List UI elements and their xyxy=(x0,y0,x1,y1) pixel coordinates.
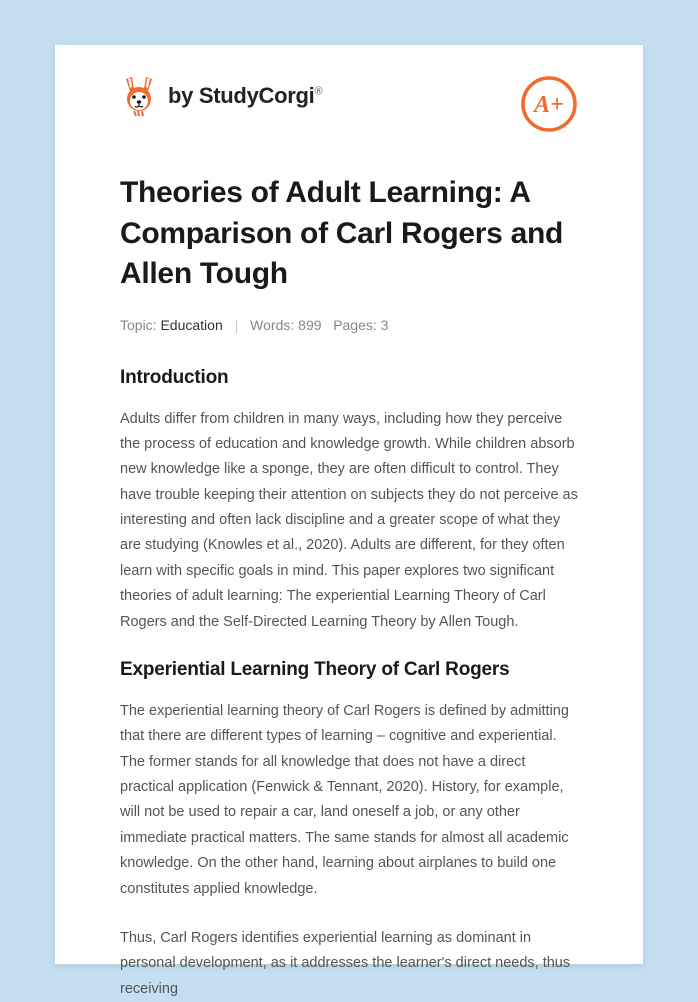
body-paragraph: The experiential learning theory of Carl… xyxy=(120,699,578,902)
meta-separator: | xyxy=(235,317,239,333)
section-heading: Introduction xyxy=(120,367,578,389)
header-row: by StudyCorgi® A+ xyxy=(120,75,578,133)
words-value: 899 xyxy=(298,317,321,333)
topic-value: Education xyxy=(160,317,222,333)
registered-mark: ® xyxy=(314,86,322,98)
pages-label: Pages: xyxy=(333,317,377,333)
document-page: by StudyCorgi® A+ Theories of Adult Lear… xyxy=(55,45,643,964)
words-label: Words: xyxy=(250,317,294,333)
grade-text: A+ xyxy=(532,92,564,118)
body-paragraph: Adults differ from children in many ways… xyxy=(120,407,578,635)
page-title: Theories of Adult Learning: A Comparison… xyxy=(120,173,578,295)
grade-badge-icon: A+ xyxy=(520,75,578,133)
section-heading: Experiential Learning Theory of Carl Rog… xyxy=(120,659,578,681)
brand-label: by StudyCorgi xyxy=(168,83,314,108)
pages-value: 3 xyxy=(381,317,389,333)
logo-block: by StudyCorgi® xyxy=(120,75,322,117)
meta-row: Topic: Education | Words: 899 Pages: 3 xyxy=(120,317,578,333)
brand-text: by StudyCorgi® xyxy=(168,83,322,109)
topic-label: Topic: xyxy=(120,317,157,333)
corgi-icon xyxy=(120,75,158,117)
